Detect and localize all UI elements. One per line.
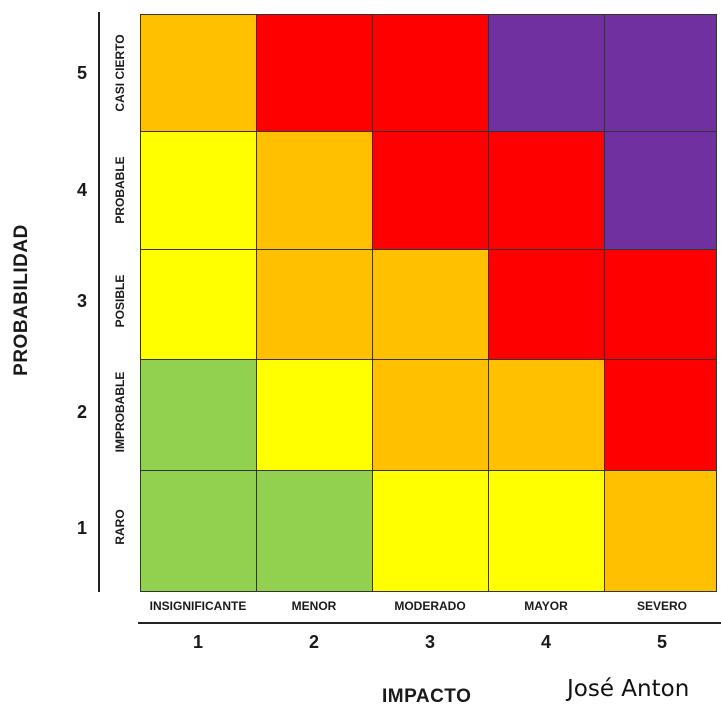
row-label-2: IMPROBABLE (113, 371, 127, 453)
row-label-1: RARO (113, 509, 127, 545)
cell-p3-i3 (372, 249, 489, 360)
row-number-2: 2 (76, 402, 87, 422)
column-number-2: 2 (308, 632, 319, 652)
cell-p1-i5 (604, 470, 717, 592)
cell-p5-i1 (140, 14, 257, 132)
cell-p3-i4 (488, 249, 605, 360)
cell-p3-i5 (604, 249, 717, 360)
column-label-5: SEVERO (636, 599, 687, 613)
row-label-4: PROBABLE (113, 156, 127, 224)
cell-p4-i1 (140, 131, 257, 250)
column-label-4: MAYOR (524, 599, 568, 613)
y-axis-title: PROBABILIDAD (11, 224, 32, 376)
column-label-2: MENOR (291, 599, 337, 613)
row-label-3: POSIBLE (113, 274, 127, 328)
cell-p4-i4 (488, 131, 605, 250)
cell-p1-i4 (488, 470, 605, 592)
cell-p4-i2 (256, 131, 373, 250)
cell-p2-i5 (604, 359, 717, 471)
row-number-4: 4 (76, 180, 87, 200)
row-label-5: CASI CIERTO (113, 34, 127, 112)
row-number-3: 3 (76, 291, 87, 311)
cell-p2-i2 (256, 359, 373, 471)
cell-p3-i2 (256, 249, 373, 360)
column-number-3: 3 (424, 632, 435, 652)
cell-p1-i2 (256, 470, 373, 592)
row-number-1: 1 (76, 518, 87, 538)
cell-p3-i1 (140, 249, 257, 360)
column-number-1: 1 (192, 632, 203, 652)
row-number-5: 5 (76, 63, 87, 83)
cell-p1-i1 (140, 470, 257, 592)
cell-p5-i2 (256, 14, 373, 132)
y-axis-line (98, 12, 100, 592)
cell-p5-i4 (488, 14, 605, 132)
cell-p5-i5 (604, 14, 717, 132)
cell-p4-i3 (372, 131, 489, 250)
cell-p2-i4 (488, 359, 605, 471)
column-number-4: 4 (540, 632, 551, 652)
column-label-1: INSIGNIFICANTE (149, 599, 247, 613)
author-watermark: José Anton (567, 676, 690, 702)
x-axis-title: IMPACTO (382, 686, 472, 707)
cell-p2-i3 (372, 359, 489, 471)
x-axis-line (138, 622, 721, 624)
column-number-5: 5 (656, 632, 667, 652)
cell-p4-i5 (604, 131, 717, 250)
cell-p5-i3 (372, 14, 489, 132)
cell-p2-i1 (140, 359, 257, 471)
column-label-3: MODERADO (394, 599, 466, 613)
cell-p1-i3 (372, 470, 489, 592)
